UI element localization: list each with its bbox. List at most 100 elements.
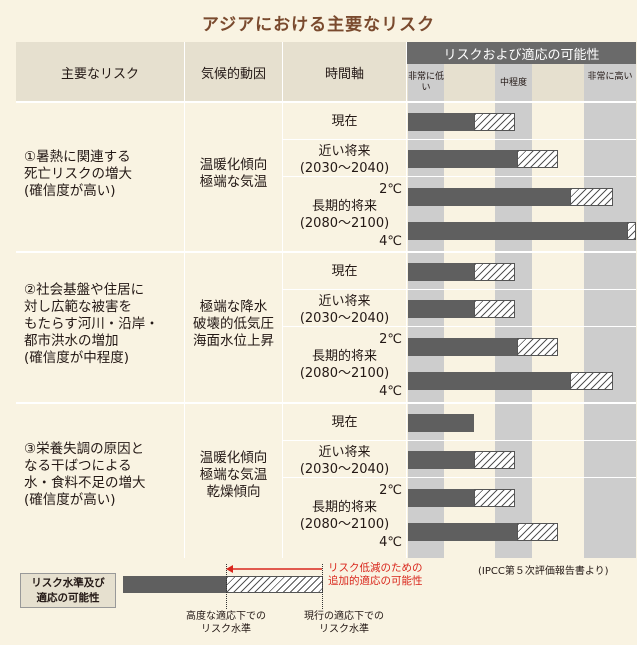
adaptation-potential-bar: [474, 113, 515, 131]
risk-line: ②社会基盤や住居に: [24, 281, 145, 298]
long-years: (2080〜2100): [299, 366, 390, 381]
risk-line: なる干ばつによる: [24, 458, 132, 474]
climate-drivers: 温暖化傾向 極端な気温 乾燥傾向: [185, 450, 282, 501]
temp-4c: 4℃: [379, 234, 402, 249]
legend-current-adaptation: 現行の適応下での リスク水準: [304, 611, 384, 635]
legend-high-adaptation: 高度な適応下での リスク水準: [186, 611, 266, 635]
timeframe-present: 現在: [331, 114, 358, 129]
driver-line: 極端な気温: [199, 466, 268, 483]
near-years: (2030〜2040): [299, 311, 390, 326]
col-divider: [184, 42, 185, 558]
row-divider: [16, 251, 636, 253]
adaptation-potential-bar: [474, 451, 515, 469]
climate-drivers: 温暖化傾向 極端な気温: [185, 157, 282, 191]
time-divider: [283, 139, 636, 140]
risk-line: 水・食料不足の増大: [24, 475, 146, 491]
timeframe-near: 近い将来 (2030〜2040): [283, 293, 406, 327]
legend-potential-bar: [226, 576, 323, 593]
risk-level-bar: [408, 451, 474, 469]
risk-description: ①暑熱に関連する 死亡リスクの増大 (確信度が高い): [24, 149, 182, 200]
adaptation-potential-bar: [517, 523, 558, 541]
timeframe-long: 長期的将来 (2080〜2100): [283, 499, 406, 533]
legend-box: リスク水準及び 適応の可能性: [20, 573, 116, 608]
legend-box-line: 適応の可能性: [36, 592, 100, 604]
legend-dash-left: [226, 564, 227, 609]
header-time: 時間軸: [283, 42, 406, 102]
driver-line: 海面水位上昇: [193, 332, 274, 349]
legend-red-arrow: [226, 565, 322, 573]
temp-2c: 2℃: [379, 182, 402, 197]
level-very-high: 非常に高い: [587, 72, 633, 82]
row-divider: [16, 402, 636, 404]
stripe-very-high: [584, 64, 636, 558]
row-divider: [16, 101, 636, 103]
legend-dash-right: [322, 564, 323, 609]
risk-level-bar: [408, 113, 474, 131]
driver-line: 乾燥傾向: [206, 483, 261, 500]
risk-line: 死亡リスクの増大: [24, 165, 132, 182]
near-label: 近い将来: [318, 294, 371, 309]
driver-line: 極端な気温: [199, 174, 268, 190]
risk-description: ③栄養失調の原因と なる干ばつによる 水・食料不足の増大 (確信度が高い): [24, 441, 182, 509]
risk-description: ②社会基盤や住居に 対し広範な被害を もたらす河川・沿岸・ 都市洪水の増加 (確信度が中…: [24, 282, 182, 367]
risk-line: もたらす河川・沿岸・: [24, 315, 159, 332]
risk-level-bar: [408, 414, 474, 432]
source-note: (IPCC第５次評価報告書より): [478, 566, 609, 577]
header-risk: 主要なリスク: [16, 42, 184, 102]
timeframe-long: 長期的将来 (2080〜2100): [283, 348, 406, 382]
temp-4c: 4℃: [379, 384, 402, 399]
adaptation-potential-bar: [627, 222, 636, 240]
temp-4c: 4℃: [379, 535, 402, 550]
risk-line: (確信度が中程度): [24, 349, 130, 366]
timeframe-present: 現在: [331, 415, 358, 430]
risk-line: 対し広範な被害を: [24, 298, 132, 315]
adaptation-potential-bar: [570, 372, 613, 390]
timeframe-near: 近い将来 (2030〜2040): [283, 143, 406, 177]
adaptation-potential-bar: [570, 188, 613, 206]
risk-level-bar: [408, 523, 517, 541]
risk-level-bar: [408, 372, 570, 390]
header-climate: 気候的動因: [185, 42, 282, 102]
time-divider: [283, 289, 636, 290]
long-label: 長期的将来: [311, 199, 377, 214]
risk-line: (確信度が高い): [24, 492, 116, 508]
risk-level-bar: [408, 150, 517, 168]
risk-level-bar: [408, 489, 474, 507]
legend-red-note: リスク低減のための 追加的適応の可能性: [328, 562, 423, 587]
risk-line: ①暑熱に関連する: [24, 148, 131, 165]
timeframe-near: 近い将来 (2030〜2040): [283, 444, 406, 478]
time-divider: [283, 326, 636, 327]
long-years: (2080〜2100): [299, 216, 390, 231]
level-very-low: 非常に低い: [408, 72, 445, 93]
near-years: (2030〜2040): [299, 161, 390, 176]
long-years: (2080〜2100): [299, 517, 390, 532]
adaptation-potential-bar: [517, 150, 558, 168]
header-adaptation: リスクおよび適応の可能性: [407, 42, 636, 64]
col-divider: [406, 42, 407, 558]
timeframe-present: 現在: [331, 264, 358, 279]
timeframe-long: 長期的将来 (2080〜2100): [283, 198, 406, 232]
driver-line: 温暖化傾向: [199, 449, 268, 466]
near-label: 近い将来: [318, 445, 371, 460]
climate-drivers: 極端な降水 破壊的低気圧 海面水位上昇: [185, 299, 282, 350]
driver-line: 温暖化傾向: [199, 157, 268, 173]
page-title: アジアにおける主要なリスク: [201, 15, 436, 35]
risk-level-bar: [408, 300, 474, 318]
time-divider: [283, 477, 636, 478]
risk-line: ③栄養失調の原因と: [24, 441, 145, 457]
time-divider: [283, 440, 636, 441]
temp-2c: 2℃: [379, 332, 402, 347]
adaptation-potential-bar: [474, 300, 515, 318]
level-medium: 中程度: [499, 78, 527, 88]
legend-risk-bar: [123, 576, 226, 593]
adaptation-potential-bar: [474, 489, 515, 507]
adaptation-potential-bar: [474, 263, 515, 281]
driver-line: 破壊的低気圧: [193, 315, 274, 332]
col-divider: [282, 42, 283, 558]
risk-line: 都市洪水の増加: [24, 332, 119, 349]
temp-2c: 2℃: [379, 483, 402, 498]
long-label: 長期的将来: [311, 500, 377, 515]
risk-level-bar: [408, 263, 474, 281]
legend-box-line: リスク水準及び: [31, 577, 105, 589]
near-label: 近い将来: [318, 144, 371, 159]
